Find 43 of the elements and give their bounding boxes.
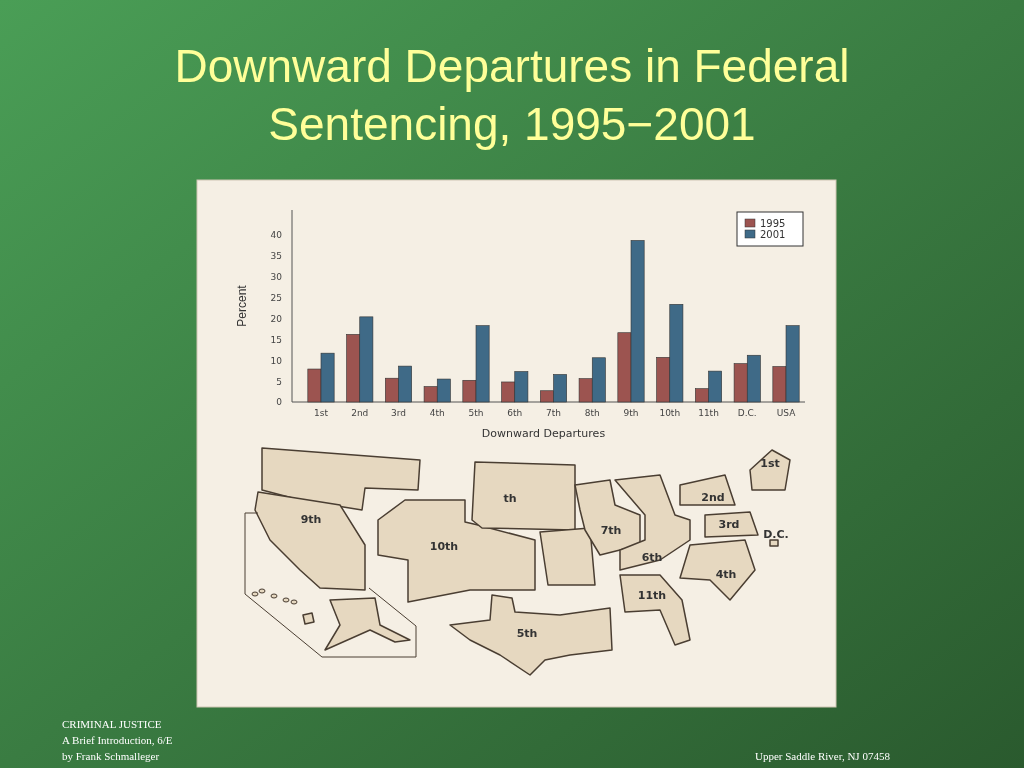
text: 10th bbox=[429, 540, 459, 553]
text: 6th bbox=[641, 551, 663, 564]
text: 2nd bbox=[701, 491, 725, 504]
text: D.C. bbox=[763, 528, 789, 541]
y-tick-label: 35 bbox=[270, 251, 282, 262]
y-tick-label: 30 bbox=[270, 272, 283, 283]
x-tick-label: 10th bbox=[659, 408, 681, 419]
chart-title: Downward Departures in Federal Sentencing, 1995−2001 bbox=[174, 40, 850, 150]
x-tick-label: 11th bbox=[698, 408, 719, 419]
x-tick-label: 1st bbox=[314, 408, 329, 419]
text: 11th bbox=[637, 589, 667, 602]
y-tick-label: 0 bbox=[276, 397, 283, 408]
x-tick-label: USA bbox=[776, 408, 797, 419]
x-axis-title: Downward Departures bbox=[481, 427, 606, 440]
y-tick-label: 20 bbox=[270, 313, 283, 324]
legend-label: 1995 bbox=[760, 218, 786, 229]
y-tick-label: 40 bbox=[270, 230, 283, 241]
text: CRIMINAL JUSTICE bbox=[62, 718, 162, 730]
text: 1st bbox=[760, 457, 780, 470]
x-tick-label: 3rd bbox=[391, 408, 406, 419]
text: 7th bbox=[600, 524, 622, 537]
x-tick-label: 5th bbox=[468, 408, 484, 419]
x-tick-label: D.C. bbox=[737, 408, 757, 419]
x-tick-label: 4th bbox=[429, 408, 445, 419]
x-tick-label: 7th bbox=[546, 408, 561, 419]
x-tick-label: 6th bbox=[507, 408, 523, 419]
text: A Brief Introduction, 6/E bbox=[62, 734, 173, 746]
x-tick-label: 2nd bbox=[351, 408, 369, 419]
y-tick-label: 25 bbox=[270, 293, 282, 304]
y-tick-label: 15 bbox=[270, 334, 282, 345]
text: 3rd bbox=[718, 518, 740, 531]
y-tick-label: 5 bbox=[276, 376, 282, 387]
text: 4th bbox=[715, 568, 737, 581]
text: 5th bbox=[516, 627, 538, 640]
text: Upper Saddle River, NJ 07458 bbox=[755, 750, 891, 762]
x-tick-label: 9th bbox=[623, 408, 639, 419]
text: by Frank Schmalleger bbox=[62, 750, 160, 762]
y-tick-label: 10 bbox=[270, 355, 283, 366]
x-tick-label: 8th bbox=[584, 408, 600, 419]
legend-label: 2001 bbox=[760, 229, 786, 240]
y-axis-title: Percent bbox=[235, 284, 249, 327]
text: th bbox=[503, 492, 517, 505]
text: 9th bbox=[300, 513, 322, 526]
